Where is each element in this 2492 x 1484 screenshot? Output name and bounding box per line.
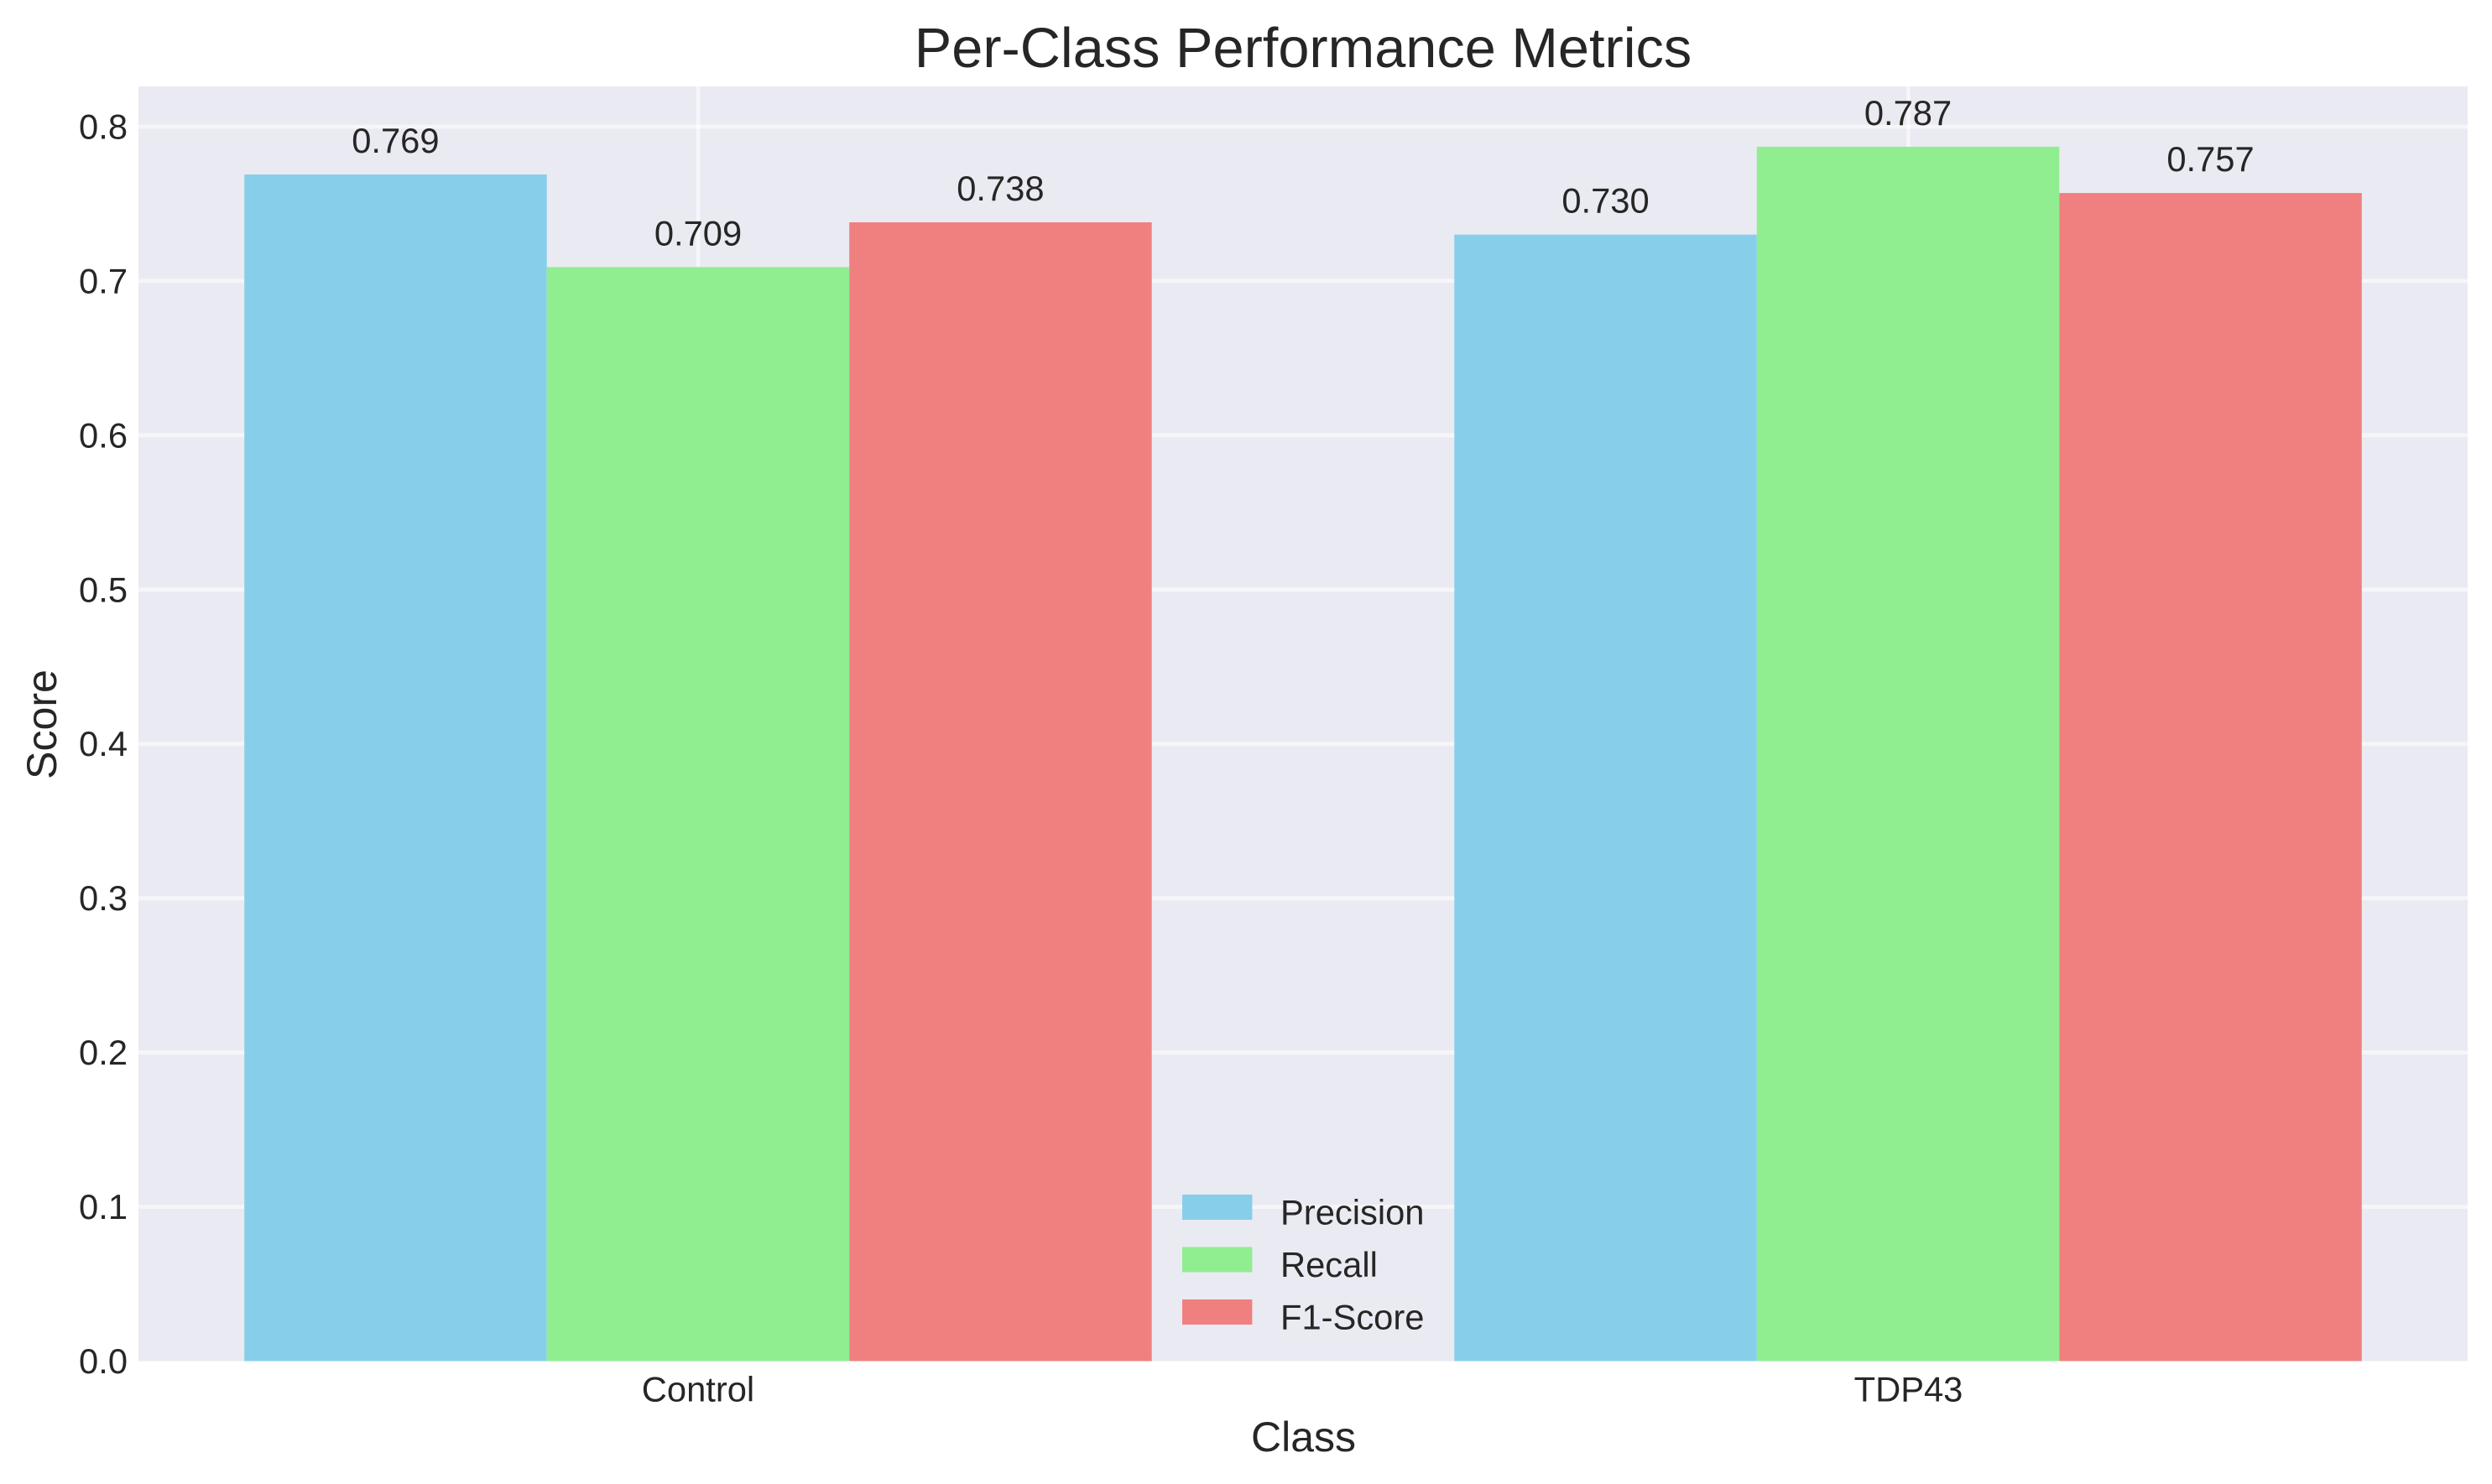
svg-text:0.787: 0.787	[1864, 93, 1952, 133]
svg-text:0.5: 0.5	[79, 570, 128, 609]
svg-text:0.709: 0.709	[654, 213, 742, 253]
svg-text:0.0: 0.0	[79, 1341, 128, 1381]
svg-text:F1-Score: F1-Score	[1280, 1298, 1424, 1337]
svg-text:0.757: 0.757	[2166, 139, 2254, 179]
svg-text:0.769: 0.769	[352, 121, 439, 160]
svg-text:Per-Class Performance Metrics: Per-Class Performance Metrics	[915, 18, 1692, 80]
svg-text:TDP43: TDP43	[1854, 1370, 1963, 1409]
svg-text:0.1: 0.1	[79, 1187, 128, 1226]
svg-text:0.3: 0.3	[79, 878, 128, 918]
svg-text:0.6: 0.6	[79, 415, 128, 455]
svg-text:Precision: Precision	[1280, 1193, 1424, 1232]
svg-text:Control: Control	[642, 1370, 754, 1409]
svg-text:0.4: 0.4	[79, 724, 128, 763]
svg-text:Class: Class	[1251, 1414, 1356, 1461]
svg-text:Score: Score	[18, 669, 65, 779]
svg-text:0.730: 0.730	[1561, 181, 1649, 221]
svg-text:0.2: 0.2	[79, 1033, 128, 1072]
svg-text:0.738: 0.738	[957, 169, 1044, 208]
svg-text:0.7: 0.7	[79, 261, 128, 300]
svg-text:0.8: 0.8	[79, 107, 128, 147]
svg-text:Recall: Recall	[1280, 1245, 1378, 1284]
